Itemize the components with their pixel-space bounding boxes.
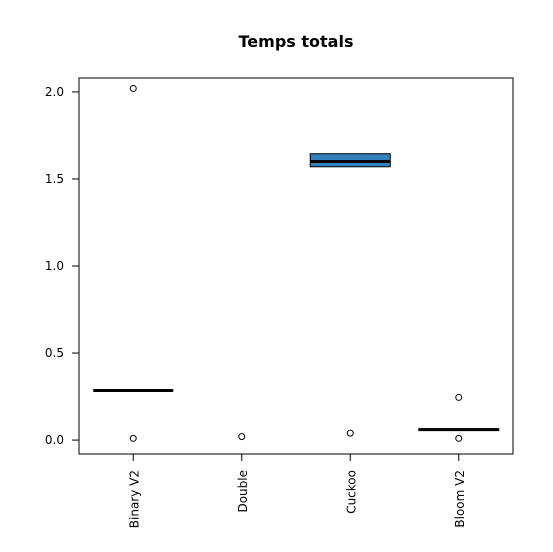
- x-tick-label-1: Double: [236, 470, 250, 513]
- outlier-bloom-v2-0: [455, 393, 463, 401]
- outlier-cuckoo-0: [346, 429, 354, 437]
- y-tick-label-1: 0.5: [45, 346, 64, 360]
- y-tick-label-3: 1.5: [45, 172, 64, 186]
- plot-frame: [78, 77, 514, 455]
- outlier-double-0: [238, 433, 246, 441]
- outlier-bloom-v2-1: [455, 434, 463, 442]
- outlier-binary-v2-1: [129, 434, 137, 442]
- y-tick-label-0: 0.0: [45, 433, 64, 447]
- x-tick-label-0: Binary V2: [127, 470, 141, 528]
- y-tick-label-4: 2.0: [45, 85, 64, 99]
- outlier-binary-v2-0: [129, 84, 137, 92]
- x-tick-label-3: Bloom V2: [453, 470, 467, 528]
- y-tick-label-2: 1.0: [45, 259, 64, 273]
- plot-layer: 0.0 0.5 1.0 1.5 2.0 Binary V2 Double Cuckoo Bloo…: [45, 84, 500, 528]
- chart-title: Temps totals: [239, 32, 354, 51]
- x-tick-label-2: Cuckoo: [344, 470, 358, 514]
